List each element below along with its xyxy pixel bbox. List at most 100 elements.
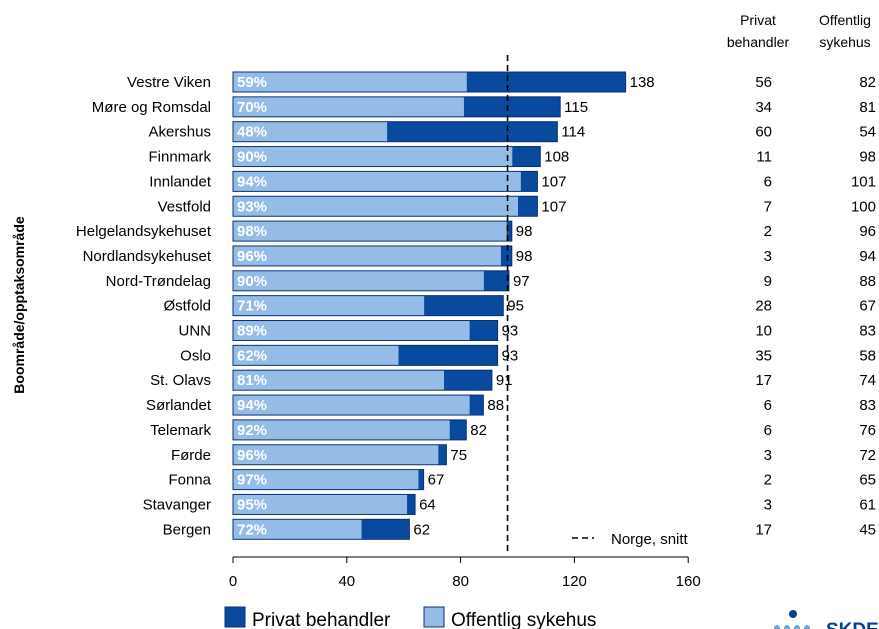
percent-label: 92% <box>237 422 267 439</box>
total-label: 98 <box>516 248 533 265</box>
bar-public <box>233 321 470 340</box>
category-label: Stavanger <box>143 496 211 513</box>
table-private-value: 7 <box>764 198 772 215</box>
x-tick-label: 40 <box>338 573 355 590</box>
table-private-value: 2 <box>764 223 772 240</box>
bar-public <box>233 395 470 415</box>
percent-label: 94% <box>237 397 267 414</box>
table-private-value: 17 <box>755 521 772 538</box>
total-label: 67 <box>428 472 445 489</box>
table-private-value: 2 <box>764 472 772 489</box>
total-label: 114 <box>561 124 585 141</box>
category-label: Oslo <box>180 347 211 364</box>
logo-dot-3 <box>794 625 800 629</box>
table-public-value: 58 <box>859 347 876 364</box>
reference-legend-label: Norge, snitt <box>611 531 689 548</box>
bar-public <box>233 494 408 514</box>
total-label: 93 <box>502 323 519 340</box>
percent-label: 90% <box>237 273 267 290</box>
table-private-value: 3 <box>764 447 772 464</box>
legend-private-label: Privat behandler <box>252 610 391 629</box>
header-private-line1: Privat <box>740 12 776 28</box>
percent-label: 96% <box>237 447 267 464</box>
logo-text: SKDE <box>826 620 879 629</box>
total-label: 107 <box>541 173 566 190</box>
bar-public <box>233 72 467 92</box>
table-private-value: 6 <box>764 397 772 414</box>
total-label: 115 <box>564 99 588 116</box>
table-private-value: 6 <box>764 173 772 190</box>
table-private-value: 11 <box>756 149 772 166</box>
bar-public <box>233 122 388 142</box>
logo-dot-2 <box>784 625 790 629</box>
total-label: 108 <box>544 149 569 166</box>
total-label: 98 <box>516 223 533 240</box>
category-label: Fonna <box>168 472 211 489</box>
logo-dot-top <box>789 610 797 618</box>
category-label: Innlandet <box>149 173 212 190</box>
x-tick-label: 120 <box>562 573 587 590</box>
bar-public <box>233 370 445 390</box>
table-private-value: 3 <box>764 248 772 265</box>
table-public-value: 67 <box>859 298 876 315</box>
category-label: Sørlandet <box>146 397 212 414</box>
bar-public <box>233 196 518 216</box>
category-label: UNN <box>179 323 212 340</box>
category-label: Telemark <box>150 422 211 439</box>
bar-public <box>233 519 362 539</box>
category-label: Vestre Viken <box>127 74 211 91</box>
table-public-value: 83 <box>859 397 876 414</box>
total-label: 97 <box>513 273 530 290</box>
total-label: 138 <box>630 74 655 91</box>
table-private-value: 35 <box>755 347 772 364</box>
table-private-value: 10 <box>755 323 772 340</box>
category-label: Akershus <box>148 124 211 141</box>
table-public-value: 45 <box>859 521 876 538</box>
category-label: Bergen <box>163 521 211 538</box>
table-private-value: 9 <box>764 273 772 290</box>
percent-label: 71% <box>237 298 267 315</box>
total-label: 62 <box>413 521 430 538</box>
bar-public <box>233 97 464 117</box>
total-label: 88 <box>487 397 504 414</box>
table-public-value: 65 <box>859 472 876 489</box>
table-public-value: 76 <box>859 422 876 439</box>
legend-private-swatch <box>224 606 246 628</box>
table-public-value: 82 <box>859 74 876 91</box>
table-private-value: 3 <box>764 496 772 513</box>
bar-public <box>233 420 450 440</box>
percent-label: 48% <box>237 124 267 141</box>
skde-logo: SKDE <box>774 610 879 629</box>
logo-dot-4 <box>804 625 810 629</box>
category-label: Østfold <box>163 298 211 315</box>
percent-label: 70% <box>237 99 267 116</box>
logo-dot-1 <box>774 625 780 629</box>
percent-label: 59% <box>237 74 267 91</box>
bar-public <box>233 171 521 191</box>
table-public-value: 88 <box>859 273 876 290</box>
category-label: Finnmark <box>148 149 211 166</box>
legend-public-swatch <box>423 606 445 628</box>
bar-public <box>233 221 507 241</box>
table-private-value: 56 <box>755 74 772 91</box>
x-tick-label: 80 <box>452 573 469 590</box>
total-label: 82 <box>470 422 487 439</box>
table-private-value: 17 <box>755 372 772 389</box>
legend-public-label: Offentlig sykehus <box>451 610 596 629</box>
table-public-value: 74 <box>859 372 876 389</box>
table-public-value: 61 <box>859 496 876 513</box>
bar-public <box>233 271 484 291</box>
header-private-line2: behandler <box>727 34 790 50</box>
table-public-value: 96 <box>859 223 876 240</box>
percent-label: 98% <box>237 223 267 240</box>
total-label: 64 <box>419 496 436 513</box>
table-public-value: 94 <box>859 248 876 265</box>
percent-label: 89% <box>237 323 267 340</box>
category-label: Helgelandsykehuset <box>76 223 212 240</box>
x-tick-label: 160 <box>676 573 701 590</box>
bar-public <box>233 345 399 365</box>
table-public-value: 98 <box>859 149 876 166</box>
total-label: 91 <box>496 372 513 389</box>
category-label: Nord-Trøndelag <box>106 273 211 290</box>
